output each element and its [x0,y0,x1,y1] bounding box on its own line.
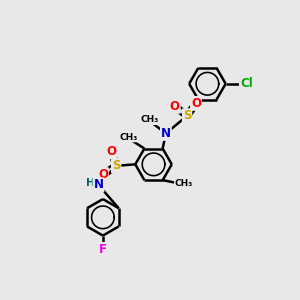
Text: O: O [107,145,117,158]
Text: N: N [161,127,171,140]
Text: S: S [112,159,120,172]
Text: O: O [191,97,201,110]
Text: N: N [94,178,103,191]
Text: O: O [170,100,180,113]
Text: H: H [86,178,94,188]
Text: Cl: Cl [240,77,253,90]
Text: CH₃: CH₃ [175,179,193,188]
Text: F: F [99,243,107,256]
Text: CH₃: CH₃ [141,116,159,124]
Text: CH₃: CH₃ [119,133,137,142]
Text: O: O [98,168,108,181]
Text: S: S [183,109,191,122]
